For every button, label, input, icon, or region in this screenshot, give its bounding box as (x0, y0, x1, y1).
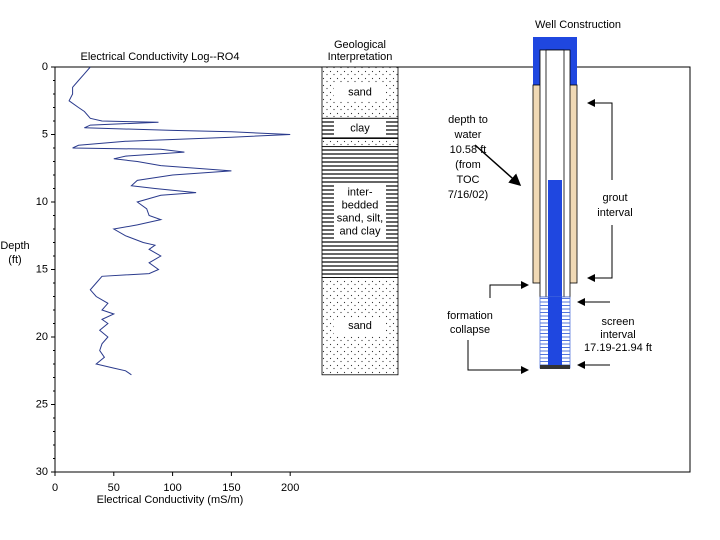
x-axis-label: Electrical Conductivity (mS/m) (97, 494, 244, 506)
y-tick-label: 30 (36, 466, 48, 478)
well-note: interval (600, 329, 635, 341)
label-bg (334, 119, 386, 137)
well-note: collapse (450, 324, 490, 336)
conductivity-line (68, 66, 291, 376)
well-note: water (454, 129, 482, 141)
arrow (489, 281, 529, 298)
layer-label: bedded (342, 200, 379, 212)
label-bg (334, 184, 386, 241)
bottom-plug (540, 365, 570, 369)
geology-title: Geological (334, 39, 386, 51)
y-axis-label: Depth (0, 240, 29, 252)
layer-label: sand (348, 87, 372, 99)
y-tick-label: 0 (42, 61, 48, 73)
arrow (467, 340, 529, 374)
arrow (474, 144, 522, 186)
y-tick-label: 15 (36, 263, 48, 275)
well-note: 7/16/02) (448, 189, 488, 201)
geology-layer (321, 138, 399, 148)
arrow (587, 225, 613, 282)
well-note: TOC (456, 174, 479, 186)
label-bg (334, 84, 386, 102)
y-tick-label: 5 (42, 128, 48, 140)
well-note: 17.19-21.94 ft (584, 342, 652, 354)
x-tick-label: 100 (163, 482, 181, 494)
well-note: (from (455, 159, 481, 171)
arrow (587, 99, 613, 180)
well-note: screen (601, 316, 634, 328)
y-tick-label: 20 (36, 331, 48, 343)
x-tick-label: 50 (108, 482, 120, 494)
well-note: depth to (448, 114, 488, 126)
x-tick-label: 200 (281, 482, 299, 494)
x-tick-label: 0 (52, 482, 58, 494)
layer-label: clay (350, 122, 370, 134)
water-column (548, 180, 562, 297)
well-note: 10.58 ft (450, 144, 487, 156)
layer-label: and clay (340, 226, 381, 238)
layer-label: inter- (347, 187, 372, 199)
well-note: grout (602, 192, 627, 204)
well-diagram (467, 37, 613, 374)
label-bg (334, 317, 386, 335)
y-tick-label: 25 (36, 398, 48, 410)
screen-water (548, 297, 562, 368)
y-tick-label: 10 (36, 196, 48, 208)
well-note: interval (597, 207, 632, 219)
chart-title: Electrical Conductivity Log--RO4 (81, 51, 240, 63)
layer-label: sand, silt, (337, 213, 383, 225)
well-note: formation (447, 310, 493, 322)
x-tick-label: 150 (222, 482, 240, 494)
y-axis-label: (ft) (8, 254, 21, 266)
layer-label: sand (348, 320, 372, 332)
geology-title: Interpretation (328, 51, 393, 63)
well-title: Well Construction (535, 19, 621, 31)
